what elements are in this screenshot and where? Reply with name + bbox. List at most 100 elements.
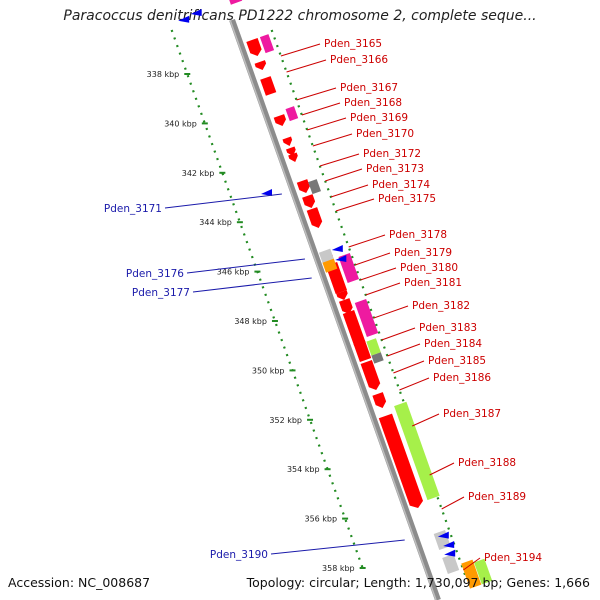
gene-label-forward: Pden_3168	[344, 97, 402, 109]
gene-block	[296, 179, 310, 193]
gene-label-leader	[387, 343, 421, 357]
gene-block	[229, 0, 243, 5]
gene-label-leader	[296, 87, 337, 101]
chromosome-backbone	[229, 18, 441, 600]
gene-label-leader	[373, 305, 409, 319]
gene-label-reverse: Pden_3171	[104, 203, 162, 215]
reverse-gene-arrow	[190, 9, 202, 16]
gene-block	[285, 106, 299, 122]
gene-block	[306, 207, 323, 228]
gene-block	[360, 360, 381, 390]
gene-label-leader	[301, 102, 341, 116]
gene-label-leader	[360, 267, 397, 281]
gene-label-forward: Pden_3169	[350, 112, 408, 124]
gene-label-leader	[164, 193, 282, 209]
gene-label-forward: Pden_3170	[356, 128, 414, 140]
gene-label-forward: Pden_3186	[433, 372, 491, 384]
gene-block	[288, 152, 298, 162]
gene-block	[259, 34, 275, 54]
gene-block	[322, 258, 338, 273]
reverse-gene-arrow	[331, 245, 343, 252]
gene-block	[474, 558, 493, 585]
gene-block	[354, 299, 379, 337]
gene-block	[302, 194, 316, 208]
gene-label-reverse: Pden_3176	[126, 268, 184, 280]
scale-tick-label: 358 kbp	[322, 564, 355, 573]
gene-label-leader	[192, 277, 312, 293]
gene-block	[339, 298, 353, 314]
gene-label-leader	[312, 133, 353, 147]
gene-label-leader	[393, 360, 425, 374]
summary-text: Topology: circular; Length: 1,730,097 bp…	[246, 575, 590, 590]
gene-label-leader	[319, 153, 360, 167]
reverse-gene-arrow	[437, 531, 449, 539]
scale-tick-label: 338 kbp	[147, 70, 180, 79]
gene-label-forward: Pden_3180	[400, 262, 458, 274]
scale-tick-label: 346 kbp	[217, 268, 250, 277]
gene-label-leader	[270, 539, 405, 555]
gene-label-forward: Pden_3183	[419, 322, 477, 334]
gene-block	[282, 136, 293, 146]
gene-label-leader	[365, 282, 401, 296]
gene-block	[308, 179, 321, 195]
gene-label-forward: Pden_3184	[424, 338, 482, 350]
gene-label-leader	[441, 496, 465, 510]
gene-label-forward: Pden_3175	[378, 193, 436, 205]
scale-tick-label: 348 kbp	[234, 317, 267, 326]
gene-block	[366, 338, 381, 356]
gene-features	[178, 0, 493, 589]
gene-label-forward: Pden_3165	[324, 38, 382, 50]
chromosome-backbone-highlight	[229, 19, 437, 600]
gene-label-forward: Pden_3174	[372, 179, 430, 191]
gene-block	[378, 413, 423, 508]
gene-block	[246, 38, 262, 56]
gene-block	[371, 352, 384, 364]
gene-block	[442, 554, 460, 574]
reverse-gene-arrow	[443, 541, 455, 548]
gene-label-forward: Pden_3179	[394, 247, 452, 259]
reverse-gene-arrow	[335, 255, 347, 262]
gene-label-forward: Pden_3181	[404, 277, 462, 289]
scale-tick-label: 342 kbp	[182, 169, 215, 178]
gene-label-leader	[307, 117, 347, 131]
gene-block	[394, 401, 440, 501]
reverse-gene-arrow	[261, 189, 272, 196]
outer-ring	[270, 29, 468, 581]
scale-tick-label: 344 kbp	[199, 218, 232, 227]
gene-label-forward: Pden_3178	[389, 229, 447, 241]
gene-block	[372, 392, 387, 408]
gene-label-leader	[325, 168, 363, 182]
gene-label-leader	[399, 377, 430, 391]
gene-block	[260, 76, 277, 96]
gene-block	[286, 146, 296, 156]
gene-label-forward: Pden_3189	[468, 491, 526, 503]
map-rings	[170, 18, 468, 600]
reverse-gene-arrow	[444, 549, 456, 557]
gene-block	[254, 60, 267, 70]
gene-label-leader	[429, 462, 455, 476]
gene-label-leader	[335, 198, 375, 212]
gene-label-forward: Pden_3194	[484, 552, 542, 564]
gene-block	[461, 559, 482, 589]
scale-tick-label: 356 kbp	[304, 515, 337, 524]
gene-block	[342, 310, 366, 346]
gene-label-forward: Pden_3185	[428, 355, 486, 367]
gene-block	[336, 290, 348, 300]
gene-label-leader	[286, 59, 327, 73]
gene-label-forward: Pden_3173	[366, 163, 424, 175]
scale-tick-label: 350 kbp	[252, 366, 285, 375]
scale-tick-label: 340 kbp	[164, 119, 197, 128]
reverse-gene-arrow	[178, 15, 190, 23]
gene-label-forward: Pden_3187	[443, 408, 501, 420]
accession-text: Accession: NC_008687	[8, 575, 151, 590]
scale-tick-label: 354 kbp	[287, 465, 320, 474]
gene-block	[353, 340, 372, 362]
gene-label-forward: Pden_3172	[363, 148, 421, 160]
gene-labels: Pden_3165 Pden_3166 Pden_3167 Pden_3168 Pden…	[104, 38, 542, 571]
gene-label-forward: Pden_3166	[330, 54, 388, 66]
gene-label-forward: Pden_3188	[458, 457, 516, 469]
gene-label-leader	[463, 557, 481, 571]
gene-label-leader	[280, 43, 321, 57]
gene-label-leader	[354, 252, 391, 266]
